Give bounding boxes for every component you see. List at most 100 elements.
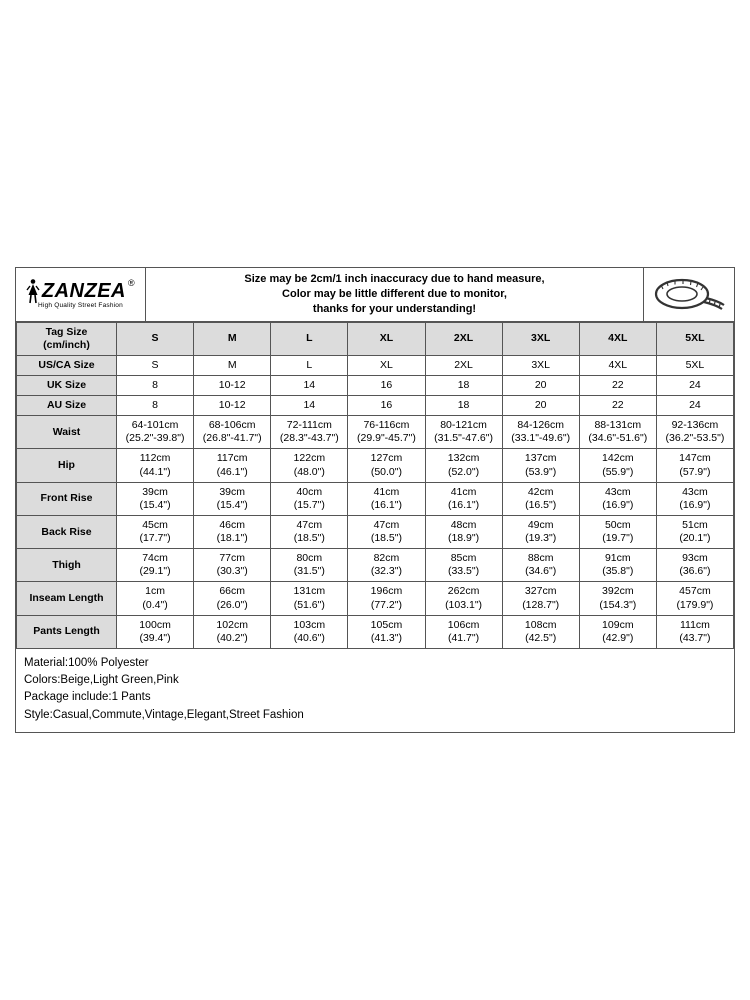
table-cell: 88-131cm(34.6"-51.6") [579, 416, 656, 449]
table-cell: 8 [117, 396, 194, 416]
table-cell: 4XL [579, 355, 656, 375]
table-cell: 1cm(0.4") [117, 582, 194, 615]
row-label: Thigh [17, 549, 117, 582]
row-label: Hip [17, 449, 117, 482]
table-row: Hip112cm(44.1")117cm(46.1")122cm(48.0")1… [17, 449, 734, 482]
product-details: Material:100% PolyesterColors:Beige,Ligh… [16, 649, 734, 732]
size-table-body: US/CA SizeSMLXL2XL3XL4XL5XLUK Size810-12… [17, 355, 734, 648]
brand-tagline: High Quality Street Fashion [38, 302, 123, 309]
table-cell: 18 [425, 396, 502, 416]
table-cell: 137cm(53.9") [502, 449, 579, 482]
size-header: S [117, 322, 194, 355]
table-header-row: Tag Size(cm/inch)SMLXL2XL3XL4XL5XL [17, 322, 734, 355]
row-label: Back Rise [17, 515, 117, 548]
row-label: AU Size [17, 396, 117, 416]
footer-line: Package include:1 Pants [24, 689, 726, 706]
table-cell: 64-101cm(25.2"-39.8") [117, 416, 194, 449]
brand-name: ZANZEA [42, 280, 126, 303]
table-cell: 102cm(40.2") [194, 615, 271, 648]
size-header: 4XL [579, 322, 656, 355]
table-row: Waist64-101cm(25.2"-39.8")68-106cm(26.8"… [17, 416, 734, 449]
table-cell: 18 [425, 375, 502, 395]
table-cell: 14 [271, 396, 348, 416]
table-cell: 77cm(30.3") [194, 549, 271, 582]
table-cell: 88cm(34.6") [502, 549, 579, 582]
row-label: Pants Length [17, 615, 117, 648]
table-row: Inseam Length1cm(0.4")66cm(26.0")131cm(5… [17, 582, 734, 615]
table-cell: 41cm(16.1") [425, 482, 502, 515]
table-cell: 80-121cm(31.5"-47.6") [425, 416, 502, 449]
table-cell: 22 [579, 396, 656, 416]
table-cell: S [117, 355, 194, 375]
brand-logo: ZANZEA ® [26, 280, 135, 304]
table-cell: 3XL [502, 355, 579, 375]
size-header: 5XL [656, 322, 733, 355]
table-row: Thigh74cm(29.1")77cm(30.3")80cm(31.5")82… [17, 549, 734, 582]
table-cell: 92-136cm(36.2"-53.5") [656, 416, 733, 449]
table-cell: 49cm(19.3") [502, 515, 579, 548]
size-header: XL [348, 322, 425, 355]
table-cell: 48cm(18.9") [425, 515, 502, 548]
table-cell: 108cm(42.5") [502, 615, 579, 648]
size-table-head: Tag Size(cm/inch)SMLXL2XL3XL4XL5XL [17, 322, 734, 355]
table-cell: 46cm(18.1") [194, 515, 271, 548]
brand-registered: ® [128, 278, 135, 288]
table-cell: 45cm(17.7") [117, 515, 194, 548]
corner-header: Tag Size(cm/inch) [17, 322, 117, 355]
brand-logo-cell: ZANZEA ® High Quality Street Fashion [16, 268, 146, 321]
size-header: M [194, 322, 271, 355]
table-cell: 20 [502, 396, 579, 416]
table-cell: 196cm(77.2") [348, 582, 425, 615]
table-cell: 24 [656, 396, 733, 416]
table-cell: XL [348, 355, 425, 375]
row-label: US/CA Size [17, 355, 117, 375]
table-cell: 105cm(41.3") [348, 615, 425, 648]
table-cell: 112cm(44.1") [117, 449, 194, 482]
size-header: L [271, 322, 348, 355]
size-chart-frame: ZANZEA ® High Quality Street Fashion Siz… [15, 267, 735, 733]
table-cell: 109cm(42.9") [579, 615, 656, 648]
table-row: UK Size810-12141618202224 [17, 375, 734, 395]
table-cell: 66cm(26.0") [194, 582, 271, 615]
table-cell: 10-12 [194, 375, 271, 395]
brand-figure-icon [26, 280, 40, 304]
disclaimer-line-1: Size may be 2cm/1 inch inaccuracy due to… [244, 272, 544, 287]
table-cell: 41cm(16.1") [348, 482, 425, 515]
table-cell: 68-106cm(26.8"-41.7") [194, 416, 271, 449]
table-cell: 42cm(16.5") [502, 482, 579, 515]
table-cell: 20 [502, 375, 579, 395]
disclaimer-line-2: Color may be little different due to mon… [282, 287, 507, 302]
table-cell: 10-12 [194, 396, 271, 416]
tape-measure-icon [652, 271, 726, 317]
table-cell: 93cm(36.6") [656, 549, 733, 582]
table-cell: 39cm(15.4") [117, 482, 194, 515]
footer-line: Material:100% Polyester [24, 655, 726, 672]
table-cell: 147cm(57.9") [656, 449, 733, 482]
table-cell: 85cm(33.5") [425, 549, 502, 582]
disclaimer-line-3: thanks for your understanding! [313, 302, 476, 317]
table-cell: 80cm(31.5") [271, 549, 348, 582]
table-cell: 47cm(18.5") [271, 515, 348, 548]
table-cell: 84-126cm(33.1"-49.6") [502, 416, 579, 449]
table-row: Front Rise39cm(15.4")39cm(15.4")40cm(15.… [17, 482, 734, 515]
table-cell: 51cm(20.1") [656, 515, 733, 548]
table-cell: 100cm(39.4") [117, 615, 194, 648]
table-row: Back Rise45cm(17.7")46cm(18.1")47cm(18.5… [17, 515, 734, 548]
table-row: Pants Length100cm(39.4")102cm(40.2")103c… [17, 615, 734, 648]
table-cell: 103cm(40.6") [271, 615, 348, 648]
table-cell: 132cm(52.0") [425, 449, 502, 482]
table-cell: 117cm(46.1") [194, 449, 271, 482]
footer-line: Style:Casual,Commute,Vintage,Elegant,Str… [24, 707, 726, 724]
table-cell: 16 [348, 396, 425, 416]
table-cell: 72-111cm(28.3"-43.7") [271, 416, 348, 449]
table-cell: 122cm(48.0") [271, 449, 348, 482]
table-cell: 43cm(16.9") [656, 482, 733, 515]
table-cell: 39cm(15.4") [194, 482, 271, 515]
table-cell: 16 [348, 375, 425, 395]
table-cell: 14 [271, 375, 348, 395]
table-row: AU Size810-12141618202224 [17, 396, 734, 416]
table-cell: 106cm(41.7") [425, 615, 502, 648]
disclaimer: Size may be 2cm/1 inch inaccuracy due to… [146, 268, 644, 321]
table-cell: 127cm(50.0") [348, 449, 425, 482]
table-cell: 5XL [656, 355, 733, 375]
